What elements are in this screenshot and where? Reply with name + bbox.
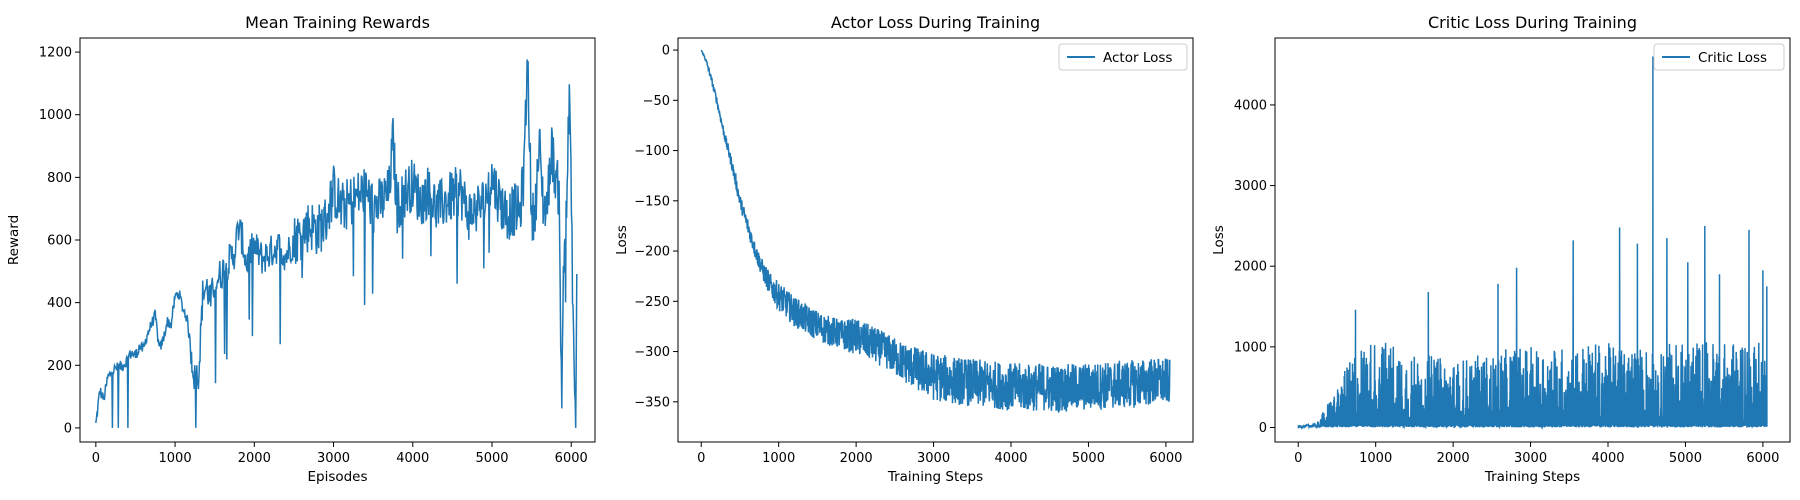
chart-2: 0 1000 2000 3000 4000 5000 6000 0 −50 −100 −150 −20… [614,13,1194,485]
chart-1-line [95,59,578,428]
chart-1-xtick-label: 6000 [555,451,588,466]
chart-2-legend-box [1058,43,1188,71]
chart-2-title: Actor Loss During Training [831,13,1040,32]
chart-2-xtick-label: 0 [697,451,705,466]
chart-3-xtick-label: 4000 [1591,451,1624,466]
chart-3-legend: Critic Loss [1653,43,1785,71]
chart-1-xtick-label: 4000 [396,451,429,466]
chart-3-xtick-label: 1000 [1359,451,1392,466]
chart-3-ytick-label: 1000 [1234,340,1267,355]
chart-1-xtick-label: 3000 [317,451,350,466]
chart-1-ytick-label: 200 [47,359,72,374]
chart-2-xtick-label: 2000 [840,451,873,466]
chart-3-title: Critic Loss During Training [1428,13,1637,32]
chart-3-xtick-label: 3000 [1514,451,1547,466]
chart-1: 0 1000 2000 3000 4000 5000 6000 0 200 400 600 800 10… [6,13,596,485]
chart-3-line [1297,56,1768,431]
chart-1-frame [79,37,596,443]
chart-1-xlabel: Episodes [307,469,367,485]
chart-1-title: Mean Training Rewards [245,13,430,32]
chart-1-ytick-label: 1000 [39,108,72,123]
chart-3-xtick-label: 5000 [1669,451,1702,466]
chart-2-legend: Actor Loss [1058,43,1188,71]
chart-1-ylabel: Reward [6,215,22,265]
chart-1-ytick-label: 800 [47,171,72,186]
chart-1-ytick-label: 0 [64,421,72,436]
chart-2-line [700,49,1171,413]
chart-2-ytick-label: −200 [634,245,670,260]
chart-3-ytick-label: 3000 [1234,179,1267,194]
chart-2-ytick-label: −100 [634,144,670,159]
chart-3-frame [1274,37,1791,443]
chart-1-ytick-label: 400 [47,296,72,311]
chart-2-xtick-label: 1000 [762,451,795,466]
chart-1-xtick-label: 0 [92,451,100,466]
chart-2-xtick-label: 6000 [1149,451,1182,466]
chart-2-ytick-label: −250 [634,295,670,310]
chart-3-xlabel: Training Steps [1484,469,1580,485]
chart-1-ytick-label: 1200 [39,46,72,61]
chart-2-ytick-label: −150 [634,194,670,209]
chart-3: 0 1000 2000 3000 4000 5000 6000 0 1000 2000 3000 40… [1211,13,1791,485]
chart-2-xtick-label: 3000 [917,451,950,466]
chart-2-xtick-label: 4000 [994,451,1027,466]
chart-3-ytick-label: 4000 [1234,98,1267,113]
chart-1-ytick-label: 600 [47,234,72,249]
chart-3-ytick-label: 2000 [1234,260,1267,275]
chart-2-ytick-label: −50 [643,94,670,109]
chart-1-xtick-label: 2000 [238,451,271,466]
chart-3-xtick-label: 0 [1294,451,1302,466]
chart-1-xtick-label: 1000 [159,451,192,466]
chart-3-xtick-label: 2000 [1437,451,1470,466]
chart-2-ytick-label: 0 [662,44,670,59]
chart-2-xlabel: Training Steps [887,469,983,485]
chart-3-legend-box [1653,43,1785,71]
chart-1-xtick-label: 5000 [475,451,508,466]
chart-2-legend-label: Actor Loss [1103,50,1172,66]
chart-3-xtick-label: 6000 [1746,451,1779,466]
chart-3-ytick-label: 0 [1259,421,1267,436]
chart-2-frame [677,37,1194,443]
chart-2-xtick-label: 5000 [1072,451,1105,466]
chart-3-ylabel: Loss [1211,225,1227,255]
chart-2-ytick-label: −300 [634,345,670,360]
chart-3-legend-label: Critic Loss [1698,50,1767,66]
chart-2-ylabel: Loss [614,225,630,255]
chart-2-ytick-label: −350 [634,395,670,410]
